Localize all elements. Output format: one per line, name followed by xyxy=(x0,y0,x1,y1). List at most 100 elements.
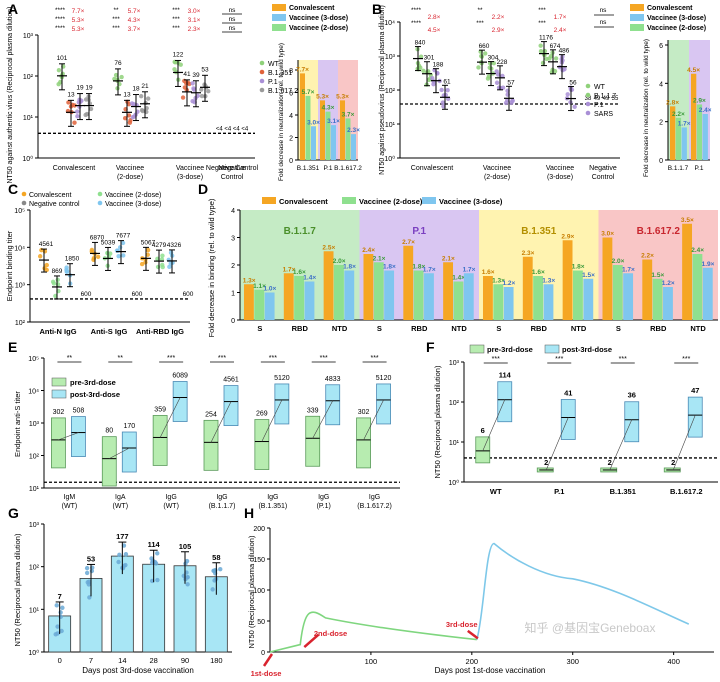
data-point xyxy=(58,610,63,615)
annotation-1st-dose: 1st-dose xyxy=(251,669,282,677)
legend-label: Vaccinee (2-dose) xyxy=(289,25,348,32)
panel-letter: D xyxy=(198,181,208,197)
data-point xyxy=(139,261,145,267)
bar xyxy=(351,134,356,160)
x-tick-label: IgA xyxy=(115,494,126,501)
pre-value-label: 2 xyxy=(544,458,548,467)
bar-value-label: 1.1× xyxy=(253,283,266,290)
pre-box xyxy=(356,417,371,469)
data-point xyxy=(116,253,121,259)
value-label: 869 xyxy=(52,268,63,275)
legend-swatch xyxy=(51,377,67,387)
data-point xyxy=(123,551,129,557)
legend-swatch xyxy=(272,24,286,31)
value-label: 58 xyxy=(212,553,220,562)
watermark: 知乎 @基因宝Geneboax xyxy=(525,621,656,635)
data-point xyxy=(538,48,544,54)
bar-value-label: 1.8× xyxy=(572,264,585,271)
data-point xyxy=(560,58,565,63)
bar-value-label: 1.2× xyxy=(502,280,515,287)
bar xyxy=(344,270,355,320)
legend-swatch xyxy=(630,24,644,31)
y-axis-label: Fold decrease in binding (rel. to wild t… xyxy=(207,198,216,337)
y-tick-label: 10³ xyxy=(29,421,40,428)
arrow-3rd-dose xyxy=(467,629,479,640)
data-point xyxy=(105,250,110,256)
bar-value-label: 2.0× xyxy=(612,258,625,265)
bar xyxy=(334,265,344,320)
y-tick-label: 10¹ xyxy=(385,122,396,129)
data-point xyxy=(159,257,165,262)
x-tick-label: 14 xyxy=(118,656,126,665)
bar xyxy=(583,278,594,320)
panel-e: E 10¹ 10² 10³ 10⁴ 10⁵ Endpoint anti-S titer 302… xyxy=(8,339,400,510)
bar-value-label: 2.2× xyxy=(641,253,654,260)
legend-label: P.1 xyxy=(594,102,604,109)
bar xyxy=(463,273,474,320)
data-point xyxy=(42,249,48,254)
x-tick-sublabel: (P.1) xyxy=(317,503,331,510)
group-label: Vaccinee xyxy=(546,165,574,172)
data-point xyxy=(84,111,90,117)
data-point xyxy=(199,87,204,92)
y-tick-label: 10⁰ xyxy=(448,479,459,487)
y-tick-label: 10¹ xyxy=(29,607,40,614)
data-point xyxy=(553,56,559,61)
data-point xyxy=(421,68,426,74)
value-label: 4561 xyxy=(39,241,54,248)
data-point xyxy=(503,100,509,106)
bar-value-label: 1.6× xyxy=(293,269,306,276)
post-box xyxy=(325,384,341,426)
x-tick-label: B.1.617.2 xyxy=(670,487,703,496)
data-point xyxy=(185,574,190,580)
pre-value-label: 2 xyxy=(671,458,675,467)
x-tick-label: 200 xyxy=(466,657,479,666)
data-point xyxy=(491,61,497,66)
lod-value-label: 600 xyxy=(183,291,194,298)
x-tick-sublabel: (WT) xyxy=(113,503,129,510)
data-point xyxy=(540,60,546,66)
y-tick-label: 1 xyxy=(231,291,235,298)
value-label: 18 xyxy=(132,86,140,93)
legend-label: pre-3rd-dose xyxy=(487,345,533,354)
data-point xyxy=(569,87,575,92)
y-axis-label: Endpoint anti-S titer xyxy=(13,391,22,457)
fold-label: 2.2× xyxy=(492,14,505,21)
data-point xyxy=(143,260,148,265)
panel-letter: A xyxy=(8,1,18,17)
x-tick-label: B.1.351 xyxy=(610,487,636,496)
data-point xyxy=(60,605,65,610)
y-tick-label: 0 xyxy=(261,650,265,657)
bar xyxy=(323,251,334,320)
legend-swatch xyxy=(21,200,27,206)
fold-label: 3.1× xyxy=(188,17,201,24)
data-point xyxy=(95,254,101,260)
sig-stars: ** xyxy=(113,7,119,14)
y-tick-label: 2 xyxy=(231,263,235,270)
legend-swatch xyxy=(585,92,591,98)
data-point xyxy=(479,53,484,59)
data-point xyxy=(206,89,211,94)
y-tick-label: 0 xyxy=(231,318,235,325)
data-point xyxy=(117,552,122,558)
legend-swatch xyxy=(272,4,286,11)
y-tick-label: 2 xyxy=(659,120,663,127)
y-tick-label: 10³ xyxy=(15,283,26,290)
x-tick-label: RBD xyxy=(650,324,667,333)
bar-value-label: 2.4× xyxy=(362,247,375,254)
group-sublabel: (3-dose) xyxy=(177,174,203,181)
y-tick-label: 10³ xyxy=(449,360,460,367)
value-label: 105 xyxy=(179,542,192,551)
fold-label: 2.8× xyxy=(428,14,441,21)
bar xyxy=(304,281,315,320)
bar xyxy=(403,245,414,320)
data-point xyxy=(42,266,47,271)
x-tick-label: IgM xyxy=(64,494,76,501)
bar-value-label: 2.9× xyxy=(693,97,706,104)
pre-value-label: 302 xyxy=(358,409,370,416)
post-value-label: 4833 xyxy=(325,376,341,383)
data-point xyxy=(85,580,90,585)
data-point xyxy=(120,240,126,246)
bar-value-label: 2.7× xyxy=(402,239,415,246)
data-point xyxy=(145,252,150,257)
